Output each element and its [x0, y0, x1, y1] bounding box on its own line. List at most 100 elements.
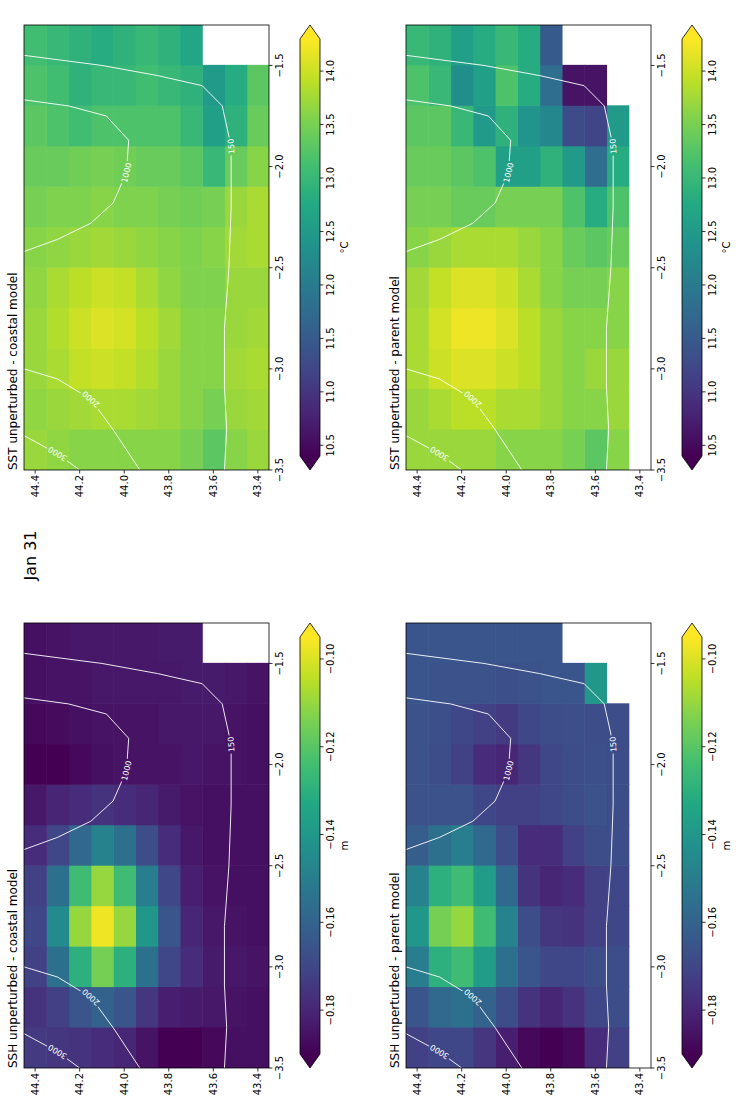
y-tick-label: 44.0: [119, 1073, 130, 1095]
cell: [517, 227, 540, 268]
cell: [113, 825, 136, 866]
cell: [113, 186, 136, 227]
x-tick-label: −3.0: [274, 357, 285, 381]
cell: [473, 348, 496, 389]
cell: [180, 703, 203, 744]
cell: [540, 227, 563, 268]
cell: [495, 186, 518, 227]
colorbar-extend-high: [682, 25, 702, 39]
x-tick-label: −2.0: [274, 154, 285, 178]
cell: [46, 744, 69, 785]
cell: [46, 784, 69, 825]
colorbar-tick: [320, 391, 324, 392]
colorbar-outline: [300, 623, 320, 1068]
contour-label: 3000: [47, 444, 69, 462]
x-tick-label: −2.0: [656, 154, 667, 178]
cell: [224, 946, 247, 987]
cell: [406, 946, 429, 987]
cell: [24, 65, 47, 106]
y-tick: [639, 470, 640, 474]
cell: [202, 703, 225, 744]
cell: [247, 744, 269, 785]
x-tick-label: −3.0: [656, 955, 667, 979]
cell: [562, 348, 585, 389]
colorbar-tick: [702, 338, 706, 339]
x-tick-label: −1.5: [274, 651, 285, 675]
colorbar-tick: [320, 338, 324, 339]
cell: [113, 865, 136, 906]
colorbar-tick-label: 13.5: [325, 113, 336, 135]
cell: [562, 105, 585, 146]
cell: [495, 348, 518, 389]
cell: [584, 105, 607, 146]
x-tick-label: −2.0: [274, 752, 285, 776]
cell: [517, 429, 540, 470]
x-tick: [269, 65, 273, 66]
x-tick: [651, 1068, 655, 1069]
contour-lines: [406, 55, 613, 470]
cell: [113, 703, 136, 744]
y-tick-label: 43.6: [208, 1073, 219, 1095]
cell: [24, 663, 47, 704]
cell: [562, 1027, 585, 1068]
cell: [202, 663, 225, 704]
panel: SSH unperturbed - coastal model300020001…: [6, 622, 350, 1095]
cell: [46, 105, 69, 146]
cell: [180, 308, 203, 349]
cell: [406, 703, 429, 744]
cell: [91, 623, 114, 663]
cell: [540, 865, 563, 906]
cell: [428, 784, 451, 825]
contour-line: [406, 698, 511, 850]
x-tick: [269, 1068, 273, 1069]
cell: [69, 65, 92, 106]
cell: [473, 429, 496, 470]
cell: [113, 267, 136, 308]
cell: [24, 267, 47, 308]
cell: [606, 906, 629, 947]
cell: [451, 663, 474, 704]
cell: [202, 227, 225, 268]
cell: [91, 146, 114, 187]
cell: [517, 703, 540, 744]
cell: [495, 25, 518, 65]
y-tick: [595, 470, 596, 474]
colorbar-tick: [320, 922, 324, 923]
cell: [224, 429, 247, 470]
cell: [584, 865, 607, 906]
contour-label: 2000: [462, 389, 483, 409]
contour-lines: [24, 55, 231, 470]
cell: [180, 623, 203, 663]
colorbar-tick-label: −0.14: [707, 819, 718, 850]
cell: [406, 25, 429, 65]
colorbar-tick: [702, 71, 706, 72]
cell: [428, 825, 451, 866]
cell: [584, 744, 607, 785]
cell: [451, 623, 474, 663]
contour-line: [24, 653, 231, 1068]
cell: [158, 429, 181, 470]
cell: [428, 703, 451, 744]
cell: [517, 25, 540, 65]
cell: [91, 65, 114, 106]
cell: [91, 25, 114, 65]
contour-label: 150: [608, 138, 618, 154]
colorbar-tick: [702, 922, 706, 923]
cell: [224, 784, 247, 825]
cell: [135, 703, 158, 744]
cell: [158, 105, 181, 146]
x-tick-label: −1.5: [656, 53, 667, 77]
cell: [540, 105, 563, 146]
cell: [158, 744, 181, 785]
cell: [24, 986, 47, 1027]
cell: [495, 267, 518, 308]
x-tick: [269, 368, 273, 369]
cell: [91, 308, 114, 349]
y-tick: [168, 470, 169, 474]
colorbar-label: m: [339, 841, 350, 851]
y-tick-label: 43.8: [545, 1073, 556, 1095]
cell: [135, 784, 158, 825]
cell: [495, 388, 518, 429]
colorbar-tick: [320, 284, 324, 285]
cell: [428, 986, 451, 1027]
